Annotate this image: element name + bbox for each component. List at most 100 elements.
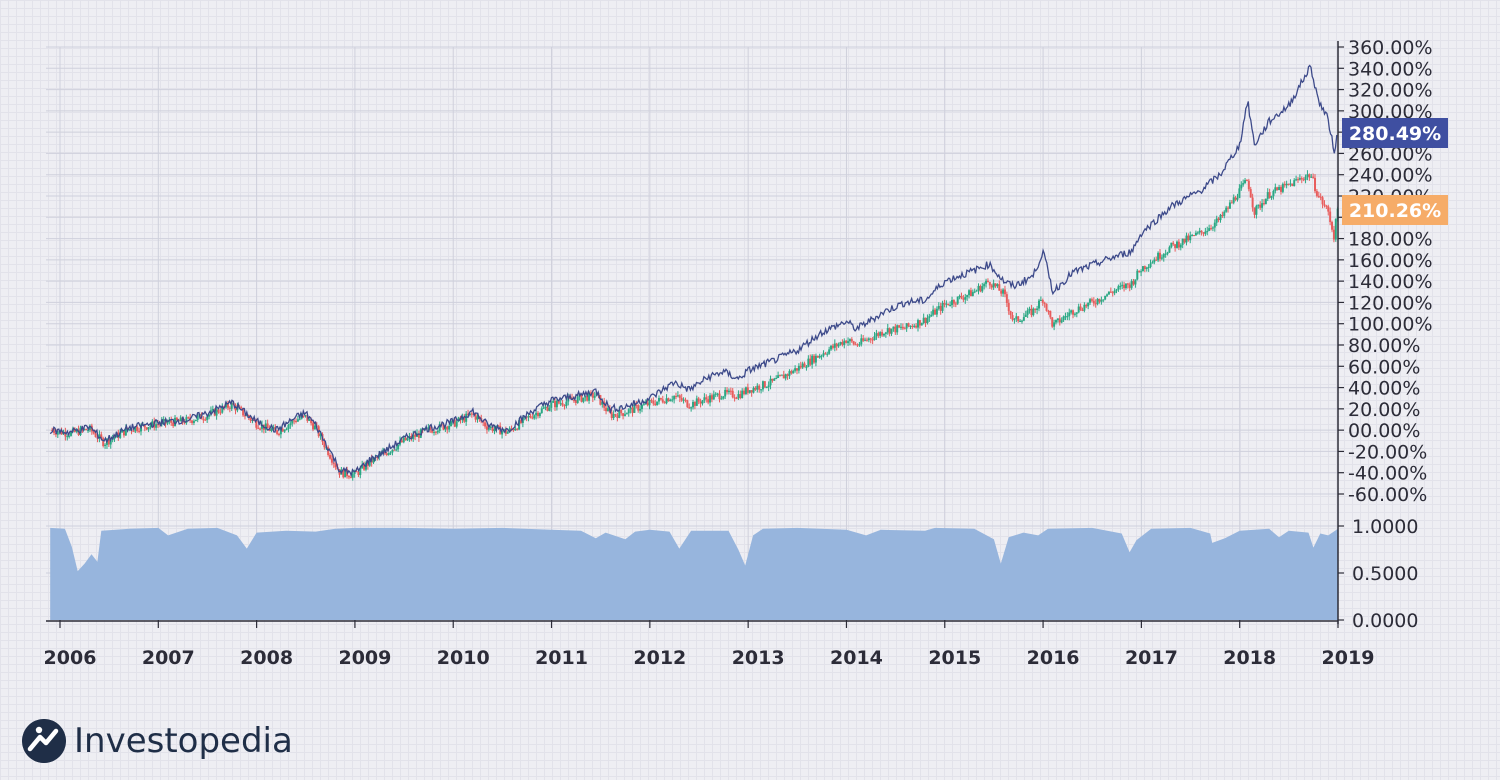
- candle-body: [1332, 229, 1335, 240]
- candle-body: [1126, 283, 1129, 285]
- candle-body: [678, 395, 681, 398]
- candle-body: [1020, 320, 1023, 322]
- candle-body: [901, 326, 904, 329]
- candle-body: [175, 417, 178, 421]
- candle-body: [1283, 183, 1286, 186]
- candle-body: [1134, 279, 1137, 285]
- candle-body: [467, 413, 470, 416]
- candle-body: [805, 366, 808, 368]
- candle-body: [1293, 180, 1296, 187]
- candle-body: [433, 431, 436, 433]
- candle-body: [1259, 204, 1262, 208]
- candle-body: [657, 397, 660, 402]
- y-tick-label: 300.00%: [1348, 101, 1433, 123]
- candle-body: [1285, 183, 1288, 186]
- candle-body: [1202, 232, 1205, 234]
- candle-body: [1092, 300, 1095, 304]
- candle-body: [1302, 179, 1305, 181]
- candle-body: [357, 472, 360, 475]
- candle-body: [639, 408, 642, 411]
- candle-body: [557, 400, 560, 404]
- candle-body: [132, 430, 135, 432]
- candle-body: [468, 413, 471, 416]
- series-a-last-value: 280.49%: [1349, 123, 1441, 145]
- candle-body: [686, 400, 689, 408]
- candle-body: [1200, 230, 1203, 233]
- lower-area-panel: [50, 527, 1339, 620]
- candle-body: [531, 417, 534, 419]
- candle-body: [758, 385, 761, 390]
- candle-body: [400, 440, 403, 443]
- candle-body: [1019, 320, 1022, 322]
- candle-body: [930, 314, 933, 317]
- candle-body: [361, 464, 364, 468]
- candle-body: [1136, 270, 1139, 280]
- candle-body: [763, 381, 766, 388]
- candle-body: [801, 363, 804, 368]
- candle-body: [525, 416, 528, 418]
- candle-body: [915, 325, 918, 328]
- line-series: [49, 64, 1338, 478]
- candle-body: [308, 419, 311, 421]
- candle-body: [1030, 308, 1033, 316]
- candle-body: [767, 385, 770, 388]
- candle-body: [918, 320, 921, 326]
- candle-body: [323, 441, 326, 448]
- candle-body: [329, 455, 332, 459]
- candle-body: [1143, 266, 1146, 270]
- candle-body: [450, 421, 453, 427]
- candle-body: [344, 469, 347, 478]
- candle-body: [722, 396, 725, 399]
- y-tick-label: 00.00%: [1348, 420, 1420, 442]
- candle-body: [372, 457, 375, 463]
- candle-body: [1115, 289, 1118, 291]
- candle-body: [1217, 218, 1220, 221]
- candle-body: [554, 401, 557, 408]
- candle-body: [690, 407, 693, 409]
- candle-body: [510, 428, 513, 430]
- candle-body: [765, 387, 768, 389]
- candle-body: [546, 406, 549, 411]
- candle-body: [896, 325, 899, 333]
- y-axis-ticks: 360.00%340.00%320.00%300.00%280.00%260.0…: [1338, 37, 1433, 506]
- candle-body: [1051, 317, 1054, 327]
- candle-body: [1155, 259, 1158, 261]
- candle-body: [1228, 202, 1231, 209]
- candle-body: [797, 365, 800, 371]
- candle-body: [1060, 320, 1063, 323]
- candle-body: [194, 419, 197, 422]
- candle-body: [302, 415, 305, 417]
- candle-body: [777, 375, 780, 379]
- candle-body: [584, 395, 587, 398]
- candle-body: [739, 394, 742, 399]
- candle-body: [548, 407, 551, 411]
- candle-body: [306, 415, 309, 421]
- candle-body: [582, 397, 585, 402]
- candle-body: [1300, 178, 1303, 180]
- candle-body: [591, 392, 594, 398]
- candle-body: [174, 417, 177, 426]
- candle-body: [438, 423, 441, 432]
- candle-body: [924, 317, 927, 323]
- candle-body: [572, 400, 575, 402]
- candle-body: [601, 401, 604, 405]
- candle-body: [1032, 308, 1035, 316]
- x-tick-label: 2017: [1125, 647, 1178, 669]
- candle-body: [521, 417, 524, 423]
- candle-body: [771, 378, 774, 381]
- candle-body: [860, 338, 863, 345]
- candle-body: [1240, 184, 1243, 189]
- candle-body: [710, 395, 713, 400]
- candle-body: [669, 399, 672, 402]
- candle-body: [586, 395, 589, 401]
- candle-body: [1007, 303, 1010, 312]
- candle-body: [94, 433, 97, 438]
- candle-body: [816, 355, 819, 358]
- candle-body: [270, 429, 273, 431]
- x-tick-label: 2011: [535, 647, 588, 669]
- candle-body: [1281, 183, 1284, 192]
- candle-body: [296, 419, 299, 422]
- x-tick-label: 2007: [142, 647, 195, 669]
- candle-body: [937, 305, 940, 309]
